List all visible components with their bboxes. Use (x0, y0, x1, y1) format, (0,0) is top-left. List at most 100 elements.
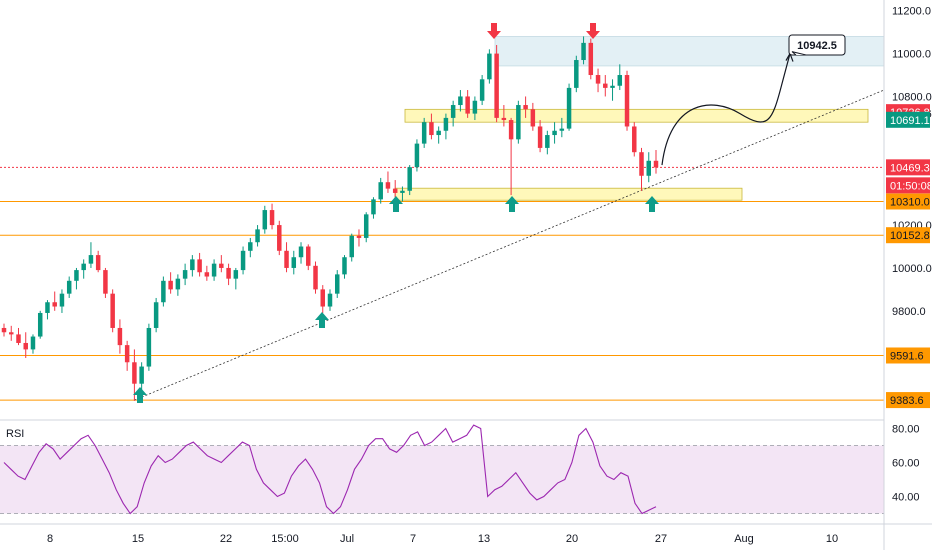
candle-body[interactable] (581, 42, 586, 61)
candle-body[interactable] (175, 278, 181, 290)
candle-body[interactable] (624, 75, 630, 127)
candle-body[interactable] (632, 126, 637, 153)
svg-text:10469.3: 10469.3 (890, 162, 930, 174)
candle-body[interactable] (219, 263, 224, 268)
candle-body[interactable] (530, 109, 536, 127)
candle-body[interactable] (501, 117, 507, 121)
candle-body[interactable] (197, 259, 202, 273)
candle-body[interactable] (146, 327, 152, 367)
candle-body[interactable] (458, 96, 463, 106)
candle-body[interactable] (646, 160, 652, 176)
candle-body[interactable] (414, 143, 420, 168)
candle-body[interactable] (277, 225, 282, 251)
candle-body[interactable] (407, 167, 412, 191)
candle-body[interactable] (182, 270, 188, 279)
candle-body[interactable] (284, 250, 289, 268)
candle-body[interactable] (588, 42, 594, 76)
candle-body[interactable] (371, 199, 376, 215)
candle-body[interactable] (450, 105, 456, 118)
candle-body[interactable] (436, 130, 441, 136)
candle-body[interactable] (574, 60, 579, 88)
candle-body[interactable] (320, 289, 326, 307)
candle-body[interactable] (1, 327, 7, 333)
candle-body[interactable] (124, 345, 130, 363)
candle-body[interactable] (8, 332, 14, 335)
candle-body[interactable] (566, 87, 572, 129)
time-axis[interactable]: 8 15 22 15:00 Jul 7 13 20 27 Aug 10 (0, 523, 932, 545)
candle-body[interactable] (30, 336, 36, 350)
candle-body[interactable] (248, 242, 253, 251)
candle-body[interactable] (95, 255, 101, 271)
candle-body[interactable] (255, 229, 260, 243)
candle-body[interactable] (617, 75, 623, 86)
candle-body[interactable] (139, 366, 144, 384)
candle-body[interactable] (161, 280, 166, 303)
candle-body[interactable] (392, 188, 398, 193)
candle-body[interactable] (327, 293, 333, 307)
candle-body[interactable] (211, 263, 217, 277)
candle-body[interactable] (52, 302, 57, 307)
candle-body[interactable] (117, 327, 123, 346)
candle-body[interactable] (132, 362, 137, 384)
candle-body[interactable] (603, 83, 608, 88)
candle-body[interactable] (233, 270, 239, 279)
candle-body[interactable] (610, 85, 615, 88)
candle-body[interactable] (421, 122, 427, 144)
candle-body[interactable] (168, 280, 173, 290)
candles-layer[interactable] (1, 36, 659, 401)
candle-body[interactable] (59, 293, 65, 307)
candle-body[interactable] (400, 190, 405, 193)
candle-body[interactable] (306, 246, 311, 266)
candle-body[interactable] (45, 302, 50, 313)
candle-body[interactable] (472, 100, 478, 114)
green-level-tag: 10691.1 (886, 111, 930, 128)
candle-body[interactable] (153, 302, 159, 328)
target-callout-pointer (791, 51, 807, 56)
candle-body[interactable] (516, 105, 521, 140)
candle-body[interactable] (363, 214, 369, 238)
candle-body[interactable] (190, 259, 195, 271)
candle-body[interactable] (653, 160, 659, 168)
candle-body[interactable] (508, 120, 514, 140)
candle-body[interactable] (88, 255, 94, 264)
candle-body[interactable] (465, 96, 470, 114)
candle-body[interactable] (595, 75, 601, 84)
rsi-pane[interactable]: RSI 80.00 60.00 40.00 (0, 419, 920, 515)
candle-body[interactable] (537, 126, 543, 148)
level-price-tag: 9383.6 (886, 392, 930, 409)
candle-body[interactable] (226, 267, 231, 279)
candle-body[interactable] (639, 152, 644, 176)
candle-body[interactable] (23, 342, 28, 350)
candle-body[interactable] (103, 270, 108, 294)
candle-body[interactable] (385, 182, 391, 189)
candle-body[interactable] (291, 257, 297, 268)
candle-body[interactable] (342, 257, 347, 275)
candle-body[interactable] (523, 105, 528, 110)
candle-body[interactable] (240, 250, 246, 271)
candle-body[interactable] (262, 210, 268, 230)
candle-body[interactable] (313, 265, 318, 290)
candle-body[interactable] (16, 334, 21, 343)
candle-body[interactable] (356, 235, 362, 238)
candle-body[interactable] (559, 128, 565, 131)
candle-body[interactable] (545, 135, 550, 148)
candle-body[interactable] (494, 53, 499, 118)
candle-body[interactable] (66, 280, 72, 294)
candle-body[interactable] (479, 79, 485, 101)
candle-body[interactable] (269, 210, 275, 226)
candle-body[interactable] (37, 312, 43, 337)
price-tick-label: 10000.0 (892, 263, 932, 275)
candle-body[interactable] (204, 272, 210, 277)
candle-body[interactable] (334, 274, 340, 294)
candle-body[interactable] (74, 270, 79, 281)
candle-body[interactable] (298, 246, 304, 258)
candle-body[interactable] (487, 53, 492, 80)
candle-body[interactable] (552, 130, 557, 136)
candle-body[interactable] (110, 293, 115, 328)
candle-body[interactable] (349, 235, 354, 258)
candle-body[interactable] (443, 117, 449, 131)
candle-body[interactable] (81, 263, 86, 271)
candle-body[interactable] (429, 122, 434, 136)
candle-body[interactable] (378, 182, 383, 200)
